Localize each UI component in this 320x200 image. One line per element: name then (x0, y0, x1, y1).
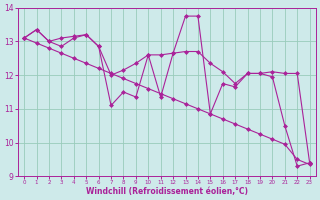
X-axis label: Windchill (Refroidissement éolien,°C): Windchill (Refroidissement éolien,°C) (86, 187, 248, 196)
